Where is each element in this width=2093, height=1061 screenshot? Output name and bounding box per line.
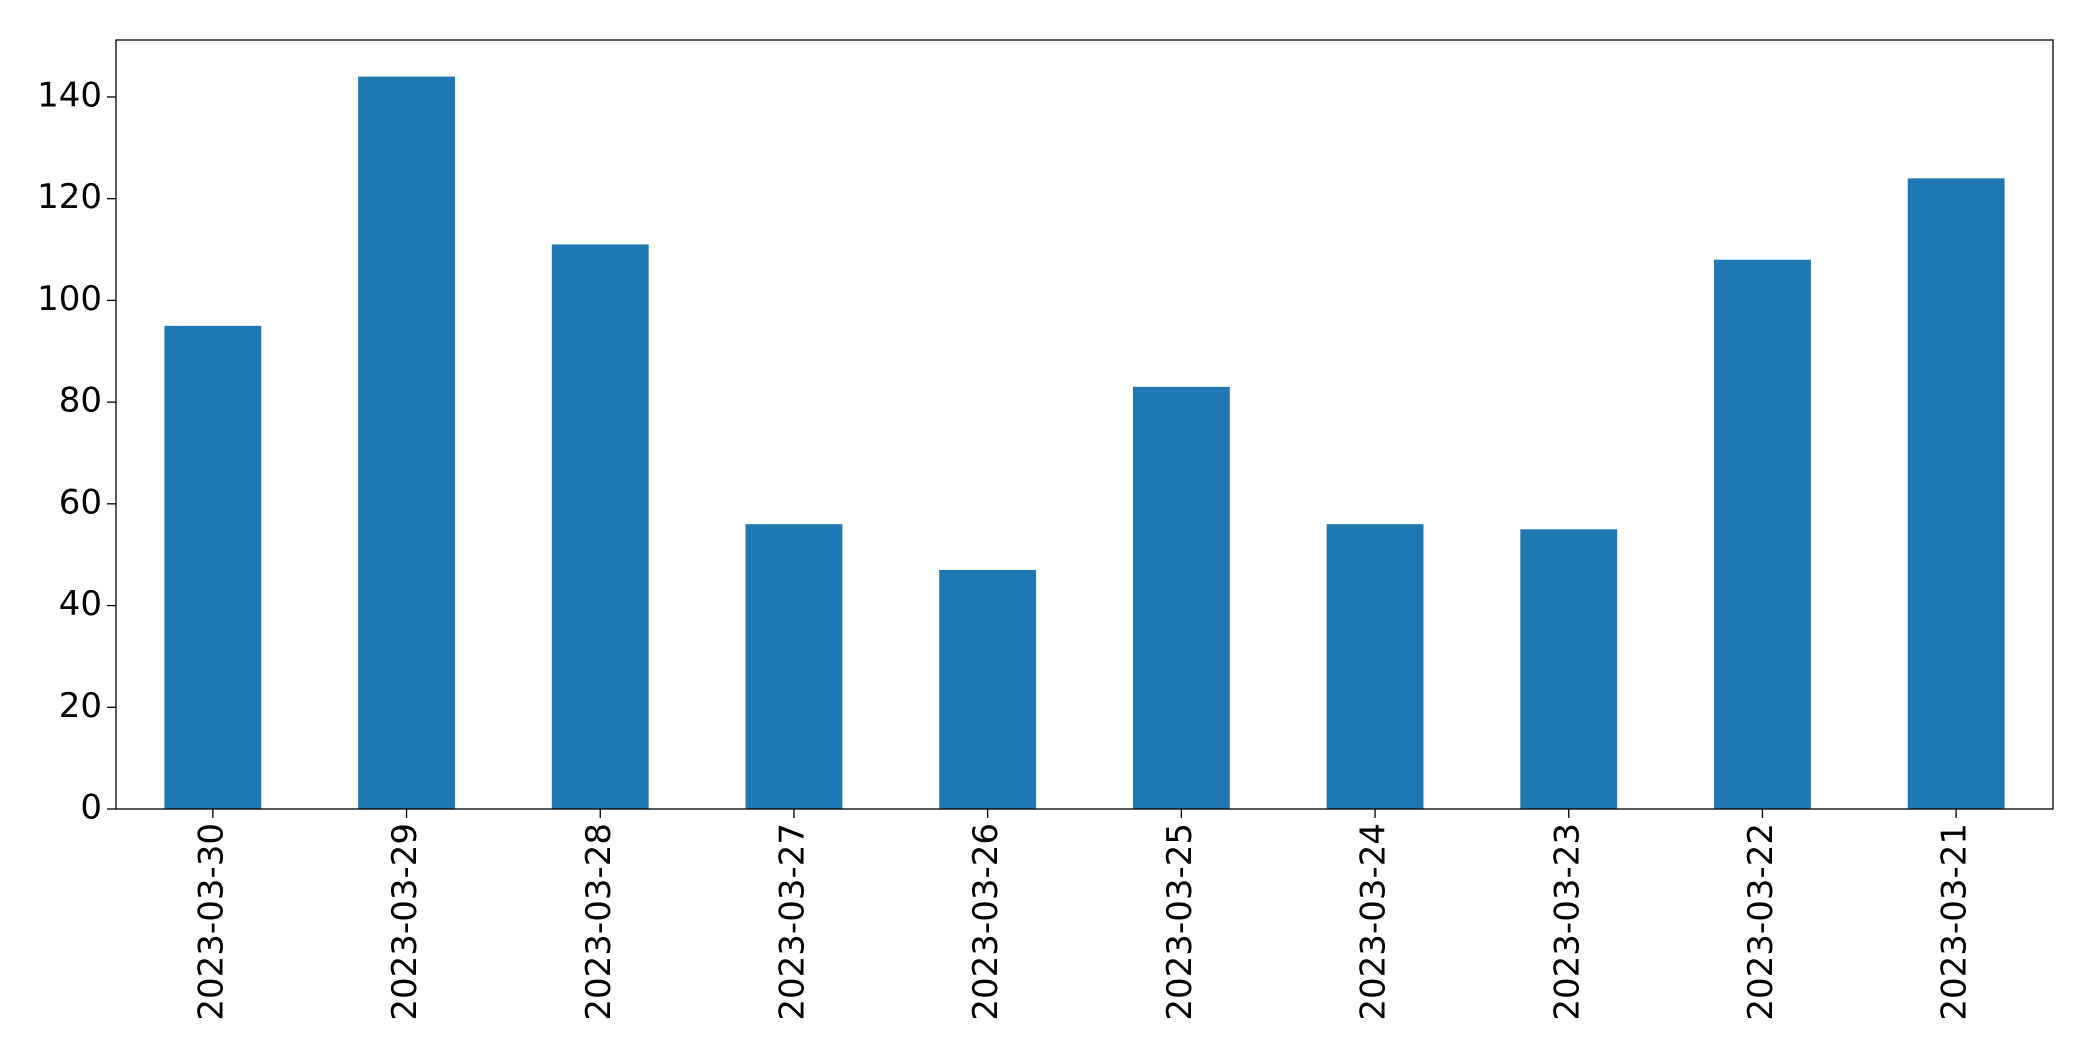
x-tick-label: 2023-03-23 bbox=[1547, 823, 1587, 1021]
x-tick-label: 2023-03-29 bbox=[385, 823, 425, 1021]
y-tick-label: 60 bbox=[59, 482, 102, 522]
plot-frame bbox=[115, 39, 2054, 810]
y-tick-label: 0 bbox=[80, 788, 102, 828]
bar bbox=[1132, 386, 1230, 809]
x-tick-label: 2023-03-27 bbox=[772, 823, 812, 1021]
x-tick-label: 2023-03-22 bbox=[1741, 823, 1781, 1021]
bar bbox=[1907, 178, 2005, 809]
y-tick-label: 120 bbox=[37, 177, 102, 217]
x-tick-label: 2023-03-30 bbox=[191, 823, 231, 1021]
y-tick-label: 80 bbox=[59, 381, 102, 421]
y-tick-label: 40 bbox=[59, 584, 102, 624]
y-tick-label: 20 bbox=[59, 686, 102, 726]
bar bbox=[1326, 524, 1424, 809]
x-tick-label: 2023-03-26 bbox=[966, 823, 1006, 1021]
bar bbox=[551, 244, 649, 809]
x-tick-label: 2023-03-24 bbox=[1354, 823, 1394, 1021]
bar bbox=[1714, 259, 1811, 809]
bar bbox=[745, 524, 843, 809]
bar bbox=[1520, 529, 1618, 809]
y-tick-label: 100 bbox=[37, 279, 102, 319]
bar bbox=[939, 569, 1037, 809]
x-tick-label: 2023-03-25 bbox=[1160, 823, 1200, 1021]
x-tick-label: 2023-03-28 bbox=[579, 823, 619, 1021]
bar bbox=[164, 325, 262, 809]
bar bbox=[358, 76, 455, 810]
y-tick-label: 140 bbox=[37, 75, 102, 115]
x-tick-label: 2023-03-21 bbox=[1935, 823, 1975, 1021]
